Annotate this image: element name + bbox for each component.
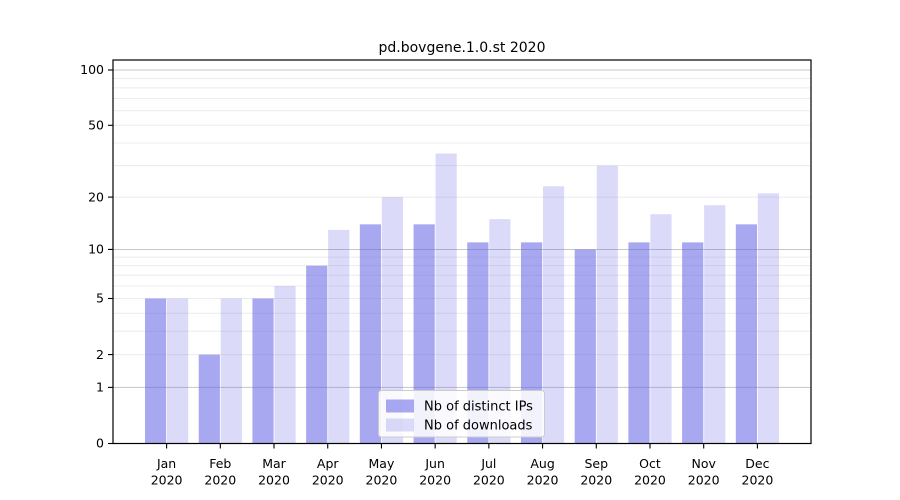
x-tick-label-year: 2020 [151,473,183,488]
bar-distinct-ips-mar [252,298,274,444]
legend-label-distinct-ips: Nb of distinct IPs [424,400,533,415]
x-tick-label-year: 2020 [688,473,720,488]
bar-downloads-mar [274,286,296,444]
bar-distinct-ips-nov [682,242,704,444]
legend-box [378,390,545,438]
bar-distinct-ips-oct [628,242,650,444]
y-tick-label: 10 [88,242,104,257]
x-tick-label-year: 2020 [204,473,236,488]
y-tick-label: 2 [96,347,104,362]
legend-swatch-distinct-ips [386,399,414,413]
bar-downloads-oct [650,214,672,444]
x-tick-label-year: 2020 [580,473,612,488]
bar-distinct-ips-jan [145,298,167,444]
x-tick-label-year: 2020 [366,473,398,488]
bar-distinct-ips-may [359,224,382,444]
legend-label-downloads: Nb of downloads [424,419,533,434]
chart-title: pd.bovgene.1.0.st 2020 [379,40,546,56]
bar-downloads-apr [328,229,350,444]
legend-swatch-downloads [386,418,414,432]
y-tick-label: 1 [96,380,104,395]
y-tick-label: 50 [88,117,104,132]
x-tick-label-month: Apr [317,456,339,471]
bar-downloads-nov [704,205,726,444]
x-tick-label-month: Sep [584,456,608,471]
bar-distinct-ips-dec [735,224,758,444]
y-tick-label: 20 [88,189,104,204]
x-tick-label-month: Oct [639,456,661,471]
bar-downloads-may [381,197,404,444]
y-tick-label: 5 [96,291,104,306]
plot-frame [112,59,812,445]
x-tick-label-month: Jul [480,456,496,471]
x-tick-label-month: Nov [691,456,716,471]
x-tick-label-month: Feb [209,456,231,471]
x-tick-label-year: 2020 [527,473,559,488]
x-tick-label-month: May [369,456,395,471]
x-tick-label-month: Jun [424,456,445,471]
bar-distinct-ips-feb [198,354,220,444]
bar-downloads-dec [757,193,780,444]
bar-downloads-jun [435,153,457,444]
x-tick-label-month: Jan [156,456,176,471]
x-tick-label-year: 2020 [634,473,666,488]
bar-distinct-ips-apr [306,265,328,444]
y-tick-label: 100 [80,62,104,77]
bar-distinct-ips-jun [413,224,435,444]
x-tick-label-month: Dec [745,456,769,471]
y-tick-label: 0 [96,436,104,451]
x-tick-label-year: 2020 [312,473,344,488]
bar-downloads-jul [489,219,511,444]
x-tick-label-year: 2020 [419,473,451,488]
x-tick-label-year: 2020 [742,473,774,488]
x-tick-label-year: 2020 [258,473,290,488]
bar-downloads-sep [596,165,618,444]
bar-downloads-aug [542,186,565,444]
x-tick-label-year: 2020 [473,473,505,488]
x-tick-label-month: Aug [530,456,554,471]
bar-downloads-jan [167,298,189,444]
x-tick-label-month: Mar [262,456,286,471]
bar-distinct-ips-sep [574,249,596,444]
bar-downloads-feb [220,298,242,444]
